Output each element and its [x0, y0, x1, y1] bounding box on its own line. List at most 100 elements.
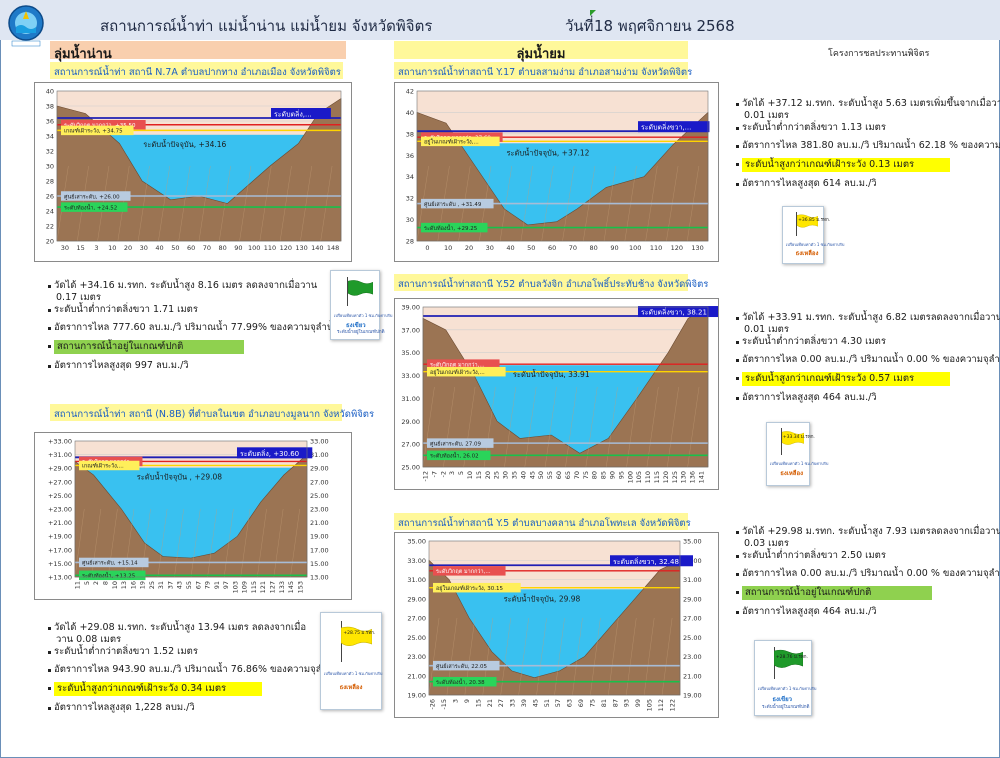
- x-tick-label: 100: [629, 244, 641, 252]
- terrain-texture: [223, 508, 234, 578]
- x-tick-label: 40: [155, 244, 163, 252]
- x-tick-label: 39: [520, 699, 528, 707]
- x-tick-label: 45: [531, 699, 539, 707]
- level-label-box-warning: [433, 582, 521, 593]
- y-tick-label: 38: [46, 103, 54, 111]
- info-text: ระดับน้ำต่ำกว่าตลิ่งขวา 1.71 เมตร: [54, 304, 198, 315]
- level-label-box-zero: [61, 191, 131, 201]
- level-label-bed: ระดับท้องน้ำ, +24.52: [64, 203, 117, 211]
- station-title: สถานการณ์น้ำท่าสถานี Y.5 ตำบลบางคลาน อำเ…: [394, 513, 691, 530]
- terrain-texture: [259, 165, 272, 242]
- x-tick-label: 70: [573, 471, 581, 479]
- riverbank-terrain: [416, 111, 709, 242]
- right-y-tick-label: 35.00: [683, 538, 702, 546]
- terrain-texture: [422, 386, 435, 468]
- x-tick-label: 60: [187, 244, 195, 252]
- info-line: อัตราการไหลสูงสุด 464 ลบ.ม./วิ: [742, 606, 877, 618]
- x-tick-label: 87: [611, 699, 619, 707]
- y-tick-label: 34: [406, 173, 414, 181]
- level-label-box-critical: [61, 120, 146, 130]
- y-tick-label: 29.00: [401, 418, 420, 426]
- project-name: โครงการชลประทานพิจิตร: [828, 49, 930, 59]
- station-title: สถานการณ์น้ำท่า สถานี N.7A ตำบลปากทาง อำ…: [50, 62, 343, 79]
- terrain-texture: [504, 386, 517, 468]
- x-tick-label: 133: [278, 581, 286, 593]
- x-tick-label: 69: [577, 699, 585, 707]
- info-text: ระดับน้ำต่ำกว่าตลิ่งขวา 1.52 เมตร: [54, 646, 198, 657]
- x-tick-label: 3: [94, 244, 98, 252]
- terrain-texture: [207, 508, 218, 578]
- right-y-tick-label: 17.00: [310, 546, 329, 554]
- terrain-texture: [687, 386, 700, 468]
- right-y-tick-label: 29.00: [683, 595, 702, 603]
- x-tick-label: 90: [610, 244, 618, 252]
- y-tick-label: 27.00: [407, 615, 426, 623]
- x-tick-label: 122: [668, 699, 676, 711]
- info-line: อัตราการไหลสูงสุด 1,228 ลบม./วิ: [54, 702, 195, 714]
- info-text: 0.01 เมตร: [744, 110, 789, 121]
- chart-svg: 25.00 27.00 29.00 31.00 33.00 35.00 37.00 39.00…: [401, 304, 718, 483]
- terrain-texture: [198, 165, 211, 242]
- x-tick-label: 136: [689, 471, 697, 483]
- level-label-box-warning: [61, 125, 134, 136]
- x-tick-label: 93: [623, 699, 631, 707]
- info-line: อัตราการไหล 943.90 ลบ.ม./วิ ปริมาณน้ำ 76…: [54, 664, 339, 676]
- y-tick-label: 40: [406, 109, 414, 117]
- info-line: ระดับน้ำต่ำกว่าตลิ่งขวา 1.13 เมตร: [742, 122, 886, 134]
- x-tick-label: 55: [546, 471, 554, 479]
- right-y-tick-label: 31.00: [683, 576, 702, 584]
- bullet-icon: [48, 309, 51, 312]
- y-tick-label: +13.00: [48, 574, 72, 582]
- info-text: อัตราการไหลสูงสุด 614 ลบ.ม./วิ: [742, 178, 877, 189]
- yellow-flag-icon: [341, 626, 373, 646]
- x-tick-label: 130: [295, 244, 307, 252]
- level-label-zero: ศูนย์เสาระดับ , +31.49: [424, 201, 482, 208]
- y-tick-label: 32: [406, 195, 414, 203]
- info-text: ระดับน้ำสูงกว่าเกณฑ์เฝ้าระวัง 0.57 เมตร: [742, 372, 950, 386]
- info-text: อัตราการไหล 0.00 ลบ.ม./วิ ปริมาณน้ำ 0.00…: [742, 568, 1000, 579]
- x-tick-label: 120: [671, 244, 683, 252]
- x-tick-label: 79: [204, 581, 212, 589]
- right-y-tick-label: 27.00: [310, 478, 329, 486]
- page-title: สถานการณ์น้ำท่า แม่น้ำน่าน แม่น้ำยม จังห…: [100, 17, 433, 35]
- x-tick-label: 35: [511, 471, 519, 479]
- bullet-icon: [48, 285, 51, 288]
- flag-status-subtext: ระดับน้ำอยู่ในเกณฑ์ปกติ: [337, 330, 385, 336]
- x-tick-label: 30: [61, 244, 69, 252]
- info-text: อัตราการไหล 381.80 ลบ.ม./วิ ปริมาณน้ำ 62…: [742, 140, 1000, 151]
- chart-svg: 20 22 24 26 28 30 32 34 36 38 40 ระดับตลิ่ง,... ระดั…: [46, 88, 342, 252]
- y-tick-label: +23.00: [48, 506, 72, 514]
- info-line: 0.01 เมตร: [744, 324, 789, 336]
- x-tick-label: 125: [671, 471, 679, 483]
- right-y-tick-label: 21.00: [683, 672, 702, 680]
- info-line: 0.03 เมตร: [744, 538, 789, 550]
- level-label-bed: ระดับท้องน้ำ, +13.25: [82, 572, 136, 580]
- x-tick-label: 9: [463, 699, 471, 703]
- level-label-box-bank: [610, 555, 693, 567]
- level-label-warning: เกณฑ์เฝ้าระวัง,...: [82, 463, 124, 470]
- right-y-tick-label: 29.00: [310, 465, 329, 473]
- y-tick-label: +21.00: [48, 519, 72, 527]
- info-line: วัดได้ +29.98 ม.รทก. ระดับน้ำสูง 7.93 เม…: [742, 526, 1000, 538]
- terrain-texture: [565, 386, 578, 468]
- bullet-icon: [48, 651, 51, 654]
- x-tick-label: 40: [506, 244, 514, 252]
- x-tick-label: 85: [600, 471, 608, 479]
- level-label-box-zero: [79, 557, 149, 568]
- x-tick-label: 65: [564, 471, 572, 479]
- y-tick-label: +27.00: [48, 478, 72, 486]
- info-text: วัดได้ +29.98 ม.รทก. ระดับน้ำสูง 7.93 เม…: [742, 526, 1000, 537]
- bullet-icon: [48, 365, 51, 368]
- plot-border: [416, 90, 709, 242]
- x-tick-label: 45: [528, 471, 536, 479]
- x-tick-label: 100: [626, 471, 634, 483]
- info-line: อัตราการไหล 0.00 ลบ.ม./วิ ปริมาณน้ำ 0.00…: [742, 354, 1000, 366]
- x-tick-label: 0: [425, 244, 429, 252]
- x-tick-label: 80: [219, 244, 227, 252]
- x-tick-label: 57: [554, 699, 562, 707]
- flag-status-text: ธงเหลือง: [780, 469, 803, 477]
- info-line: อัตราการไหล 381.80 ลบ.ม./วิ ปริมาณน้ำ 62…: [742, 140, 1000, 152]
- basin-yom-title: ลุ่มน้ำยม: [394, 41, 688, 62]
- x-tick-label: 15: [474, 699, 482, 707]
- bullet-icon: [736, 377, 739, 380]
